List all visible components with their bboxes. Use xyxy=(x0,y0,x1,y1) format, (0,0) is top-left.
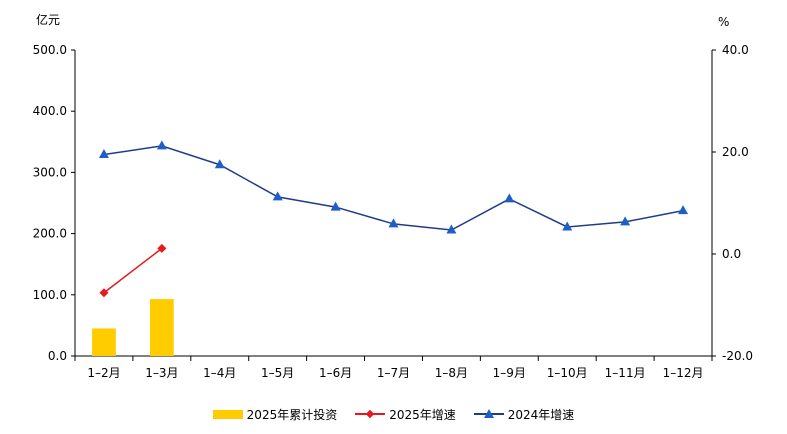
right-tick-label: 0.0 xyxy=(722,247,741,261)
x-tick-label: 1–4月 xyxy=(203,366,236,380)
left-tick-label: 200.0 xyxy=(33,227,67,241)
triangle-point xyxy=(214,159,225,169)
legend-label: 2025年累计投资 xyxy=(246,407,338,422)
left-axis-unit: 亿元 xyxy=(36,12,60,27)
x-tick-label: 1–8月 xyxy=(435,366,468,380)
x-tick-label: 1–12月 xyxy=(663,366,704,380)
left-tick-label: 400.0 xyxy=(33,104,67,118)
x-tick-label: 1–2月 xyxy=(87,366,120,380)
bar xyxy=(149,299,174,356)
tick-labels: 0.0 100.0 200.0 300.0 400.0 500.0 -20.0 0.0 20.0… xyxy=(33,43,753,380)
x-tick-label: 1–6月 xyxy=(319,366,352,380)
triangle-marker-icon xyxy=(483,409,494,419)
left-tick-label: 0.0 xyxy=(48,349,67,363)
x-tick-label: 1–9月 xyxy=(493,366,526,380)
bar-series xyxy=(92,299,174,356)
x-tick-label: 1–10月 xyxy=(547,366,588,380)
right-tick-label: -20.0 xyxy=(722,349,753,363)
right-axis-unit: % xyxy=(718,15,729,29)
diamond-point xyxy=(99,288,109,298)
legend: 2025年累计投资 2025年增速 2024年增速 xyxy=(0,403,787,425)
legend-label: 2024年增速 xyxy=(507,407,575,422)
legend-line-swatch xyxy=(473,408,504,420)
triangle-point xyxy=(388,218,399,228)
x-tick-label: 1–11月 xyxy=(605,366,646,380)
line-series xyxy=(98,140,689,298)
series-line xyxy=(103,145,684,231)
left-tick-label: 500.0 xyxy=(33,43,67,57)
diamond-point xyxy=(157,243,167,253)
triangle-point xyxy=(562,221,573,231)
right-tick-label: 40.0 xyxy=(722,43,749,57)
legend-line-swatch xyxy=(355,408,386,420)
bar xyxy=(92,328,116,356)
legend-item-2024-growth: 2024年增速 xyxy=(473,406,575,423)
x-tick-label: 1–7月 xyxy=(377,366,410,380)
legend-item-2025-growth: 2025年增速 xyxy=(355,406,456,423)
x-tick-label: 1–3月 xyxy=(145,366,178,380)
triangle-point xyxy=(330,201,341,211)
triangle-point xyxy=(504,193,515,203)
legend-bar-swatch xyxy=(212,409,243,419)
legend-label: 2025年增速 xyxy=(389,407,456,422)
triangle-point xyxy=(620,216,631,226)
axes xyxy=(71,49,716,361)
chart: 亿元 % 0.0100.0200.0300.0400.0500.0-20.00.… xyxy=(33,12,753,380)
triangle-point xyxy=(446,224,457,234)
diamond-marker-icon xyxy=(365,409,375,419)
legend-item-2025-investment: 2025年累计投资 xyxy=(212,406,338,423)
triangle-point xyxy=(98,149,109,159)
left-tick-label: 300.0 xyxy=(33,165,67,179)
x-tick-label: 1–5月 xyxy=(261,366,294,380)
right-tick-label: 20.0 xyxy=(722,145,749,159)
triangle-point xyxy=(678,205,689,215)
triangle-point xyxy=(156,140,167,150)
triangle-point xyxy=(272,191,283,201)
left-tick-label: 100.0 xyxy=(33,288,67,302)
series-line xyxy=(103,247,163,294)
